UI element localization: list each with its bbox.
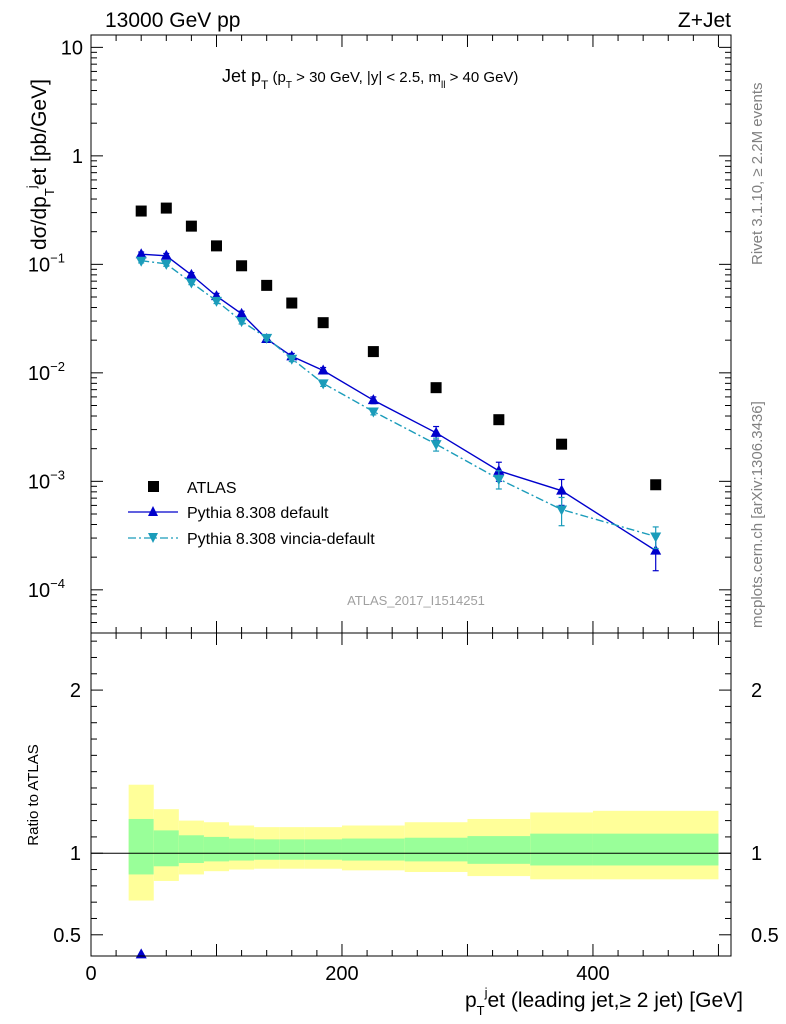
data-point-vincia [650,532,662,543]
ratio-xtick-label: 400 [576,963,609,985]
data-point-atlas [317,317,329,329]
data-point-vincia [160,259,172,270]
legend-marker-atlas [148,481,159,492]
ratio-frame [90,632,732,957]
ratio-ytick-label-right: 1 [751,843,762,865]
ratio-ytick-label-right: 2 [751,680,762,702]
data-point-atlas [367,346,379,358]
main-title: Jet pT (pT > 30 GeV, |y| < 2.5, mll > 40… [222,66,518,92]
legend: ATLAS Pythia 8.308 default Pythia 8.308 … [128,480,375,548]
data-point-vincia [185,278,197,289]
data-point-default [160,249,172,260]
data-point-vincia [261,333,273,344]
watermark: ATLAS_2017_I1514251 [347,593,485,608]
ratio-panel: 2 21 10.5 0.50 200 400 Ratio to ATLAS pTjet (… [25,632,779,1018]
data-point-default [493,464,505,475]
ratio-ytick-label: 0.5 [53,925,81,947]
data-point-vincia [493,475,505,486]
data-point-vincia [210,296,222,307]
legend-label-vincia: Pythia 8.308 vincia-default [187,531,375,548]
data-point-atlas [135,205,147,217]
ratio-ylabel: Ratio to ATLAS [25,744,42,845]
ratio-ytick-label: 1 [70,843,81,865]
ratio-ticks: 2 21 10.5 0.50 200 400 [53,633,779,985]
main-ytick-label: 10 [61,37,83,59]
ratio-band-green [279,839,305,860]
ratio-ytick-label: 2 [70,680,81,702]
data-point-default [650,544,662,555]
data-point-vincia [286,354,298,365]
ratio-band-green [304,839,342,860]
ratio-bands [91,784,731,901]
ratio-band-green [178,835,204,864]
ratio-band-green [467,836,531,864]
data-point-atlas [286,297,298,309]
main-ylabel: dσ/dpTjet [pb/GeV] [24,79,57,250]
data-point-default [430,426,442,437]
ratio-band-green [404,837,468,862]
ratio-band-green [592,833,719,866]
ratio-ytick-label-right: 0.5 [751,925,779,947]
data-point-default [236,307,248,318]
data-point-default [367,394,379,405]
data-point-vincia [367,407,379,418]
data-point-default [556,484,568,495]
data-point-vincia [556,505,568,516]
data-point-default [317,364,329,375]
data-point-atlas [160,202,172,214]
data-point-atlas [185,220,197,232]
ratio-band-green [203,836,230,862]
data-point-default [185,268,197,279]
main-series [135,202,662,572]
data-point-atlas [236,260,248,272]
ratio-xlabel: pTjet (leading jet,≥ 2 jet) [GeV] [465,985,743,1018]
data-point-atlas [650,479,662,491]
ratio-band-green [153,830,179,867]
data-point-vincia [430,440,442,451]
data-point-vincia [135,256,147,267]
data-point-atlas [430,382,442,394]
header-right: Z+Jet [678,9,731,32]
ratio-xtick-label: 200 [325,963,358,985]
main-ytick-label: 10−3 [28,467,65,493]
ratio-band-green [128,818,154,875]
legend-marker-vincia [148,533,158,543]
main-ytick-label: 10−2 [28,359,65,385]
ratio-band-green [341,838,405,861]
data-point-vincia [317,379,329,390]
main-panel: 10 1 10−1 10−2 10−3 10−4 Jet pT (pT > 30 GeV,… [24,34,732,634]
data-point-default [135,248,147,259]
header-left: 13000 GeV pp [105,9,240,32]
ratio-band-green [530,833,593,866]
rivet-label: Rivet 3.1.10, ≥ 2.2M events [749,83,766,266]
data-point-atlas [493,414,505,426]
ratio-band-green [254,839,280,860]
legend-label-default: Pythia 8.308 default [187,505,329,522]
data-point-atlas [261,279,273,291]
mcplots-label: mcplots.cern.ch [arXiv:1306.3436] [749,401,766,628]
legend-label-atlas: ATLAS [187,480,237,497]
main-ytick-label: 10−1 [28,250,65,276]
main-ytick-label: 1 [72,146,83,168]
legend-marker-default [148,506,158,516]
data-point-vincia [236,317,248,328]
data-point-atlas [210,240,222,252]
ratio-band-green [229,838,255,861]
main-ytick-label: 10−4 [28,576,65,602]
ratio-xtick-label: 0 [85,963,96,985]
data-point-atlas [556,438,568,450]
